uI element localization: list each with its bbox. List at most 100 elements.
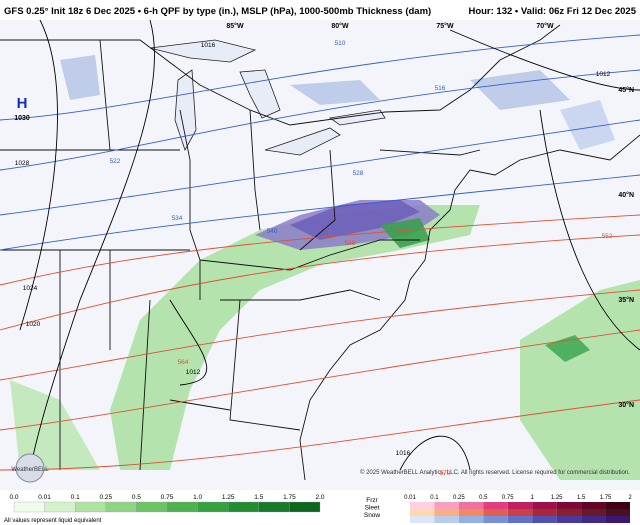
mix-swatch — [507, 516, 533, 523]
mix-swatch — [483, 516, 508, 523]
latitude-label: 30°N — [618, 401, 634, 409]
isobar-label: 1016 — [201, 42, 216, 49]
longitude-label: 75°W — [436, 22, 454, 30]
rain-tick-label: 0.1 — [71, 494, 80, 501]
rain-tick-label: 2.0 — [315, 494, 324, 501]
rain-swatch — [228, 501, 259, 513]
latitude-label: 35°N — [618, 296, 634, 304]
mix-swatch — [532, 509, 557, 516]
mix-swatch — [410, 502, 435, 509]
rain-tick-label: 0.01 — [38, 494, 51, 501]
rain-tick-label: 0.0 — [9, 494, 18, 501]
rain-tick-label: 1.0 — [193, 494, 202, 501]
mix-swatch — [605, 509, 630, 516]
rain-swatch — [166, 501, 198, 513]
mix-swatch — [483, 509, 508, 516]
isobar-label: 1012 — [186, 369, 201, 376]
rain-swatch — [44, 501, 76, 513]
mix-tick-label: 2 — [628, 495, 632, 501]
thickness-label: 522 — [110, 158, 121, 165]
mix-tick-label: 0.75 — [502, 495, 514, 501]
latitude-label: 45°N — [618, 86, 634, 94]
precipitation — [10, 55, 640, 480]
isobar-label: 1020 — [26, 321, 41, 328]
latitude-label: 40°N — [618, 191, 634, 199]
mix-swatch — [410, 509, 435, 516]
mix-swatch — [532, 502, 557, 509]
thickness-label: 570 — [440, 470, 451, 477]
high-symbol: H — [17, 95, 28, 112]
rain-swatch — [136, 501, 168, 513]
isobar-label: 1016 — [396, 450, 411, 457]
lakes — [149, 39, 386, 156]
rain-tick-label: 1.25 — [222, 494, 235, 501]
mix-tick-label: 0.5 — [479, 495, 488, 501]
precip-type-label: Frzr — [366, 497, 378, 504]
mix-swatch — [605, 502, 630, 509]
rain-swatch — [289, 501, 321, 513]
thickness-label: 564 — [178, 359, 189, 366]
mix-swatch — [605, 516, 630, 523]
mix-tick-label: 1.25 — [551, 495, 563, 501]
thickness-label: 510 — [335, 40, 346, 47]
isobars — [19, 19, 640, 471]
thickness-label: 516 — [435, 85, 446, 92]
mix-swatch — [458, 502, 484, 509]
rain-tick-label: 1.75 — [283, 494, 296, 501]
thickness-label: 540 — [267, 228, 278, 235]
mix-swatch — [458, 516, 484, 523]
mix-swatch — [410, 516, 435, 523]
mix-tick-label: 0.01 — [404, 495, 416, 501]
rain-tick-label: 0.75 — [161, 494, 174, 501]
rain-swatch — [197, 501, 229, 513]
isobar-label: 1012 — [596, 71, 611, 78]
mix-swatch — [581, 516, 606, 523]
thickness-label: 546 — [345, 240, 356, 247]
high-pressure: 1030 — [14, 115, 30, 122]
mix-swatch — [434, 502, 459, 509]
thickness-lines — [0, 34, 640, 471]
mix-swatch — [507, 502, 533, 509]
mix-swatch — [581, 509, 606, 516]
rain-swatch — [13, 501, 45, 513]
rain-tick-label: 0.5 — [132, 494, 141, 501]
logo: WeatherBELL — [11, 467, 49, 473]
longitude-label: 85°W — [226, 22, 244, 30]
thickness-label: 552 — [602, 233, 613, 240]
thickness-label: 534 — [172, 215, 183, 222]
rain-swatch — [105, 501, 137, 513]
mix-tick-label: 0.25 — [453, 495, 465, 501]
mix-tick-label: 1.5 — [577, 495, 586, 501]
rain-tick-label: 0.25 — [99, 494, 112, 501]
mix-swatch — [434, 509, 459, 516]
mix-swatch — [556, 509, 582, 516]
legend-note: All values represent liquid equivalent — [4, 518, 102, 524]
thickness-label: 528 — [353, 170, 364, 177]
mix-swatch — [532, 516, 557, 523]
mix-tick-label: 1.75 — [600, 495, 612, 501]
header-title: GFS 0.25° Init 18z 6 Dec 2025 • 6-h QPF … — [4, 6, 431, 17]
isobar-label: 1028 — [15, 160, 30, 167]
rain-swatch — [75, 501, 106, 513]
isobar-label: 1024 — [23, 285, 38, 292]
precip-type-label: Snow — [364, 512, 381, 519]
mix-tick-label: 1 — [531, 495, 535, 501]
mix-swatch — [434, 516, 459, 523]
mix-swatch — [483, 502, 508, 509]
copyright: © 2025 WeatherBELL Analytics, LLC. All r… — [360, 469, 630, 476]
longitude-label: 70°W — [536, 22, 554, 30]
borders — [0, 24, 640, 481]
header-valid: Hour: 132 • Valid: 06z Fri 12 Dec 2025 — [468, 6, 636, 17]
header-bar — [0, 0, 640, 20]
logo-globe — [15, 453, 45, 483]
rain-swatch — [258, 501, 290, 513]
mix-swatch — [556, 502, 582, 509]
precip-type-label: Sleet — [365, 505, 380, 512]
mix-swatch — [458, 509, 484, 516]
mix-swatch — [507, 509, 533, 516]
mix-swatch — [556, 516, 582, 523]
rain-tick-label: 1.5 — [254, 494, 263, 501]
mix-swatch — [581, 502, 606, 509]
